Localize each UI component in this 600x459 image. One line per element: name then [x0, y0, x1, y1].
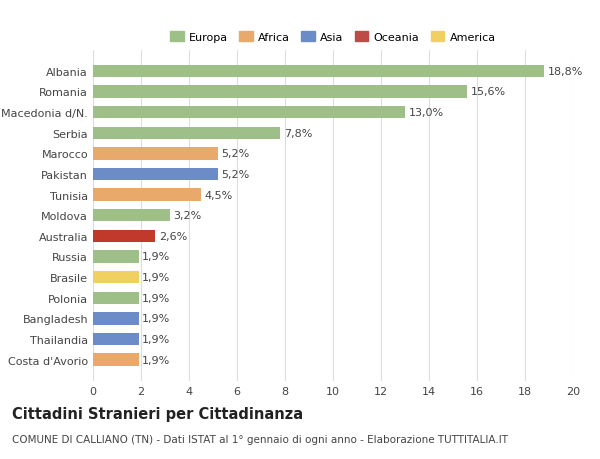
Bar: [93, 148, 218, 160]
Bar: [93, 127, 280, 140]
Text: 1,9%: 1,9%: [142, 355, 170, 365]
Bar: [93, 230, 155, 242]
Text: 1,9%: 1,9%: [142, 293, 170, 303]
Text: 7,8%: 7,8%: [284, 129, 312, 139]
Bar: [93, 106, 405, 119]
Text: 2,6%: 2,6%: [159, 231, 187, 241]
Text: 1,9%: 1,9%: [142, 273, 170, 282]
Text: 18,8%: 18,8%: [548, 67, 583, 77]
Text: COMUNE DI CALLIANO (TN) - Dati ISTAT al 1° gennaio di ogni anno - Elaborazione T: COMUNE DI CALLIANO (TN) - Dati ISTAT al …: [12, 434, 508, 444]
Text: 5,2%: 5,2%: [221, 149, 250, 159]
Text: 3,2%: 3,2%: [173, 211, 202, 221]
Bar: [93, 251, 139, 263]
Bar: [93, 210, 170, 222]
Bar: [93, 66, 544, 78]
Bar: [93, 333, 139, 345]
Bar: [93, 353, 139, 366]
Text: 1,9%: 1,9%: [142, 313, 170, 324]
Text: 15,6%: 15,6%: [471, 87, 506, 97]
Bar: [93, 292, 139, 304]
Bar: [93, 189, 201, 202]
Text: 4,5%: 4,5%: [205, 190, 233, 200]
Bar: [93, 313, 139, 325]
Text: Cittadini Stranieri per Cittadinanza: Cittadini Stranieri per Cittadinanza: [12, 406, 303, 421]
Bar: [93, 168, 218, 181]
Legend: Europa, Africa, Asia, Oceania, America: Europa, Africa, Asia, Oceania, America: [166, 28, 500, 48]
Text: 1,9%: 1,9%: [142, 252, 170, 262]
Bar: [93, 86, 467, 98]
Bar: [93, 271, 139, 284]
Text: 5,2%: 5,2%: [221, 169, 250, 179]
Text: 1,9%: 1,9%: [142, 334, 170, 344]
Text: 13,0%: 13,0%: [409, 108, 444, 118]
